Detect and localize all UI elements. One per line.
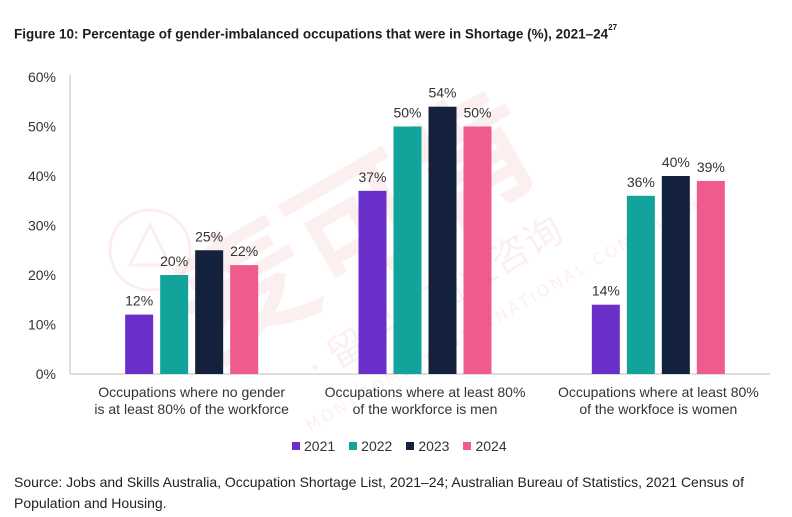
data-label: 20% — [160, 253, 188, 269]
data-label: 54% — [428, 85, 456, 101]
data-label: 14% — [592, 283, 620, 299]
y-tick-label: 50% — [28, 119, 56, 135]
bar-2024-cat2 — [463, 126, 492, 374]
data-label: 39% — [697, 159, 725, 175]
chart-title-text: Figure 10: Percentage of gender-imbalanc… — [14, 26, 609, 42]
y-tick-label: 30% — [28, 218, 56, 234]
x-category-label: of the workfoce is women — [579, 401, 737, 417]
legend-swatch — [463, 442, 472, 450]
legend-item-2021: 2021 — [292, 438, 335, 454]
y-tick-label: 60% — [28, 69, 56, 85]
legend-item-2023: 2023 — [406, 438, 449, 454]
bar-2021-cat3 — [591, 304, 620, 374]
x-category-label: of the workforce is men — [353, 401, 498, 417]
legend-item-2024: 2024 — [463, 438, 507, 454]
y-tick-label: 20% — [28, 267, 56, 283]
data-label: 36% — [627, 174, 655, 190]
data-label: 25% — [195, 228, 223, 244]
bar-2021-cat2 — [358, 190, 387, 374]
legend-label: 2024 — [475, 438, 507, 454]
bar-2021-cat1 — [125, 314, 154, 374]
legend-swatch — [349, 442, 358, 450]
bar-2023-cat2 — [428, 106, 457, 374]
data-label: 50% — [463, 105, 491, 121]
x-category-label: Occupations where at least 80% — [558, 384, 759, 400]
legend-swatch — [406, 442, 415, 450]
y-tick-label: 10% — [28, 317, 56, 333]
bar-2023-cat3 — [661, 176, 690, 374]
bar-group: 12% 20% 25% 22% 37% 50% 54% 50% 14% 36% 40% 39% — [125, 85, 725, 374]
title-footnote: 27 — [608, 23, 618, 32]
data-label: 50% — [393, 105, 421, 121]
data-label: 40% — [662, 154, 690, 170]
bar-2024-cat3 — [696, 180, 725, 374]
legend-swatch — [292, 442, 300, 450]
legend-item-2022: 2022 — [349, 438, 392, 454]
legend-label: 2021 — [304, 438, 336, 454]
bar-2023-cat1 — [195, 250, 224, 374]
data-label: 37% — [358, 169, 386, 185]
data-label: 12% — [125, 293, 153, 309]
source-note: Source: Jobs and Skills Australia, Occup… — [14, 474, 744, 511]
bar-chart: 0% 10% 20% 30% 40% 50% 60% 12% 20% 25% 22% 37% 50% 5… — [28, 69, 770, 417]
chart-title: Figure 10: Percentage of gender-imbalanc… — [14, 23, 618, 42]
bar-2024-cat1 — [230, 265, 259, 374]
legend-label: 2022 — [361, 438, 393, 454]
bar-2022-cat3 — [626, 195, 655, 374]
x-category-label: Occupations where at least 80% — [325, 384, 526, 400]
x-category-label: is at least 80% of the workforce — [94, 401, 289, 417]
x-category-label: Occupations where no gender — [98, 384, 285, 400]
legend-label: 2023 — [418, 438, 450, 454]
chart-legend: 2021 2022 2023 2024 — [292, 438, 507, 454]
y-tick-label: 0% — [36, 366, 56, 382]
bar-2022-cat1 — [160, 275, 189, 374]
bar-2022-cat2 — [393, 126, 422, 374]
data-label: 22% — [230, 243, 258, 259]
y-tick-label: 40% — [28, 168, 56, 184]
